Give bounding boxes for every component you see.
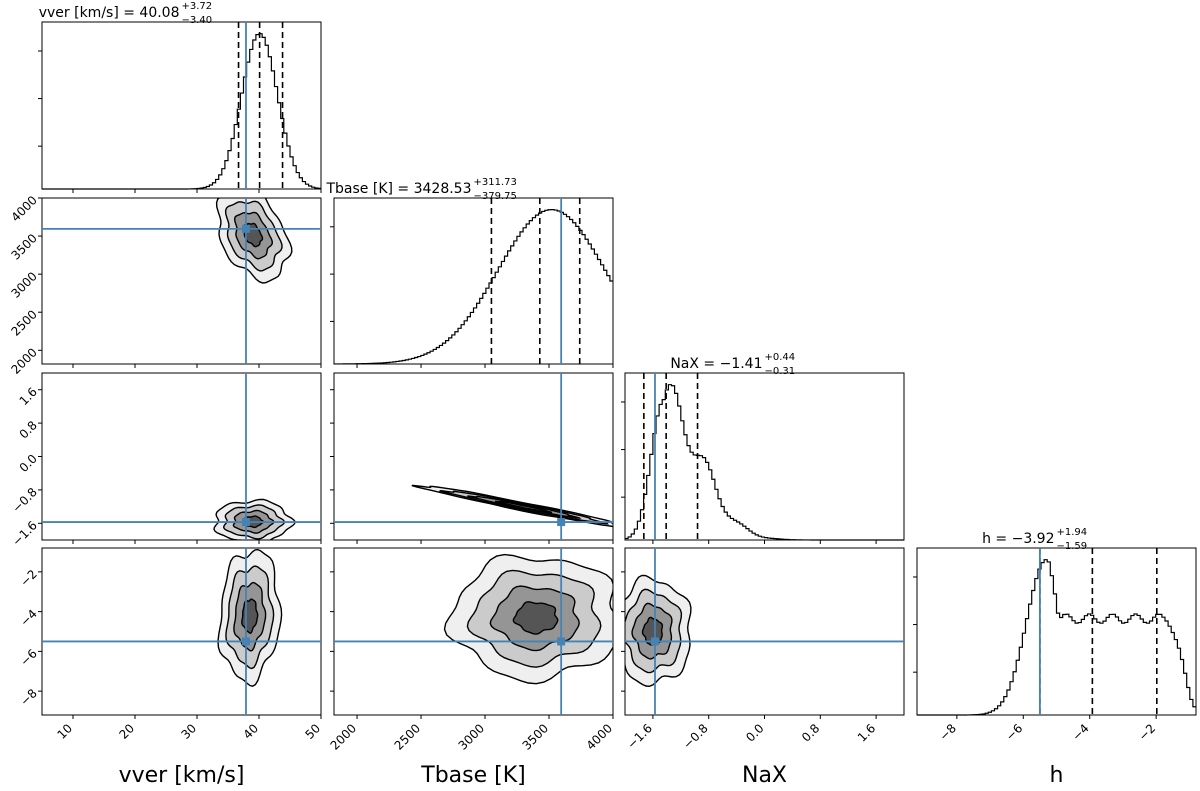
truth-marker xyxy=(241,637,250,646)
panel-frame xyxy=(41,197,322,365)
x-tick-label-h: −6 xyxy=(1003,721,1025,743)
x-tick-label-nax: −0.8 xyxy=(680,721,711,752)
histogram-tbase xyxy=(334,209,613,365)
x-tick-label-vver: 10 xyxy=(54,721,75,742)
diag-panel-vver: vver [km/s] = 40.08 +3.72 −3.40 xyxy=(39,1,322,190)
x-tick-label-h: −8 xyxy=(937,721,959,743)
y-tick-label-nax: −1.6 xyxy=(9,518,40,549)
y-tick-label-tbase: 3000 xyxy=(8,269,39,300)
panel-title-nax: NaX = −1.41 xyxy=(670,356,762,372)
x-tick-label-tbase: 2000 xyxy=(328,721,359,752)
panel-frame xyxy=(333,197,614,365)
diag-panel-tbase: Tbase [K] = 3428.53 +311.73 −379.75 xyxy=(325,177,614,365)
y-tick-label-nax: −0.8 xyxy=(9,485,40,516)
x-tick-label-nax: 1.6 xyxy=(855,721,878,744)
x-tick-label-tbase: 4000 xyxy=(584,721,615,752)
panel-frame xyxy=(41,21,322,190)
truth-marker xyxy=(241,224,250,233)
x-tick-label-tbase: 3500 xyxy=(520,721,551,752)
y-tick-label-h: −6 xyxy=(18,646,40,668)
panel-title-tbase: Tbase [K] = 3428.53 xyxy=(325,181,471,197)
pair-panel-nax-vs-vver xyxy=(41,372,322,541)
panel-frame xyxy=(333,547,614,716)
contour-level-3 xyxy=(495,500,553,514)
histogram-h xyxy=(917,559,1196,716)
contour-level-3 xyxy=(512,601,559,635)
pair-panel-h-vs-vver xyxy=(41,547,322,716)
title-plus-error: +311.73 xyxy=(474,177,517,188)
y-tick-label-nax: 0.8 xyxy=(17,418,40,441)
title-minus-error: −0.31 xyxy=(765,366,796,377)
pair-panel-h-vs-nax xyxy=(624,547,905,716)
diag-panel-nax: NaX = −1.41 +0.44 −0.31 xyxy=(624,352,905,541)
x-tick-label-nax: 0.8 xyxy=(799,721,822,744)
y-tick-label-tbase: 3500 xyxy=(8,231,39,262)
y-tick-label-tbase: 2500 xyxy=(8,307,39,338)
truth-marker xyxy=(557,637,566,646)
truth-marker xyxy=(650,637,659,646)
x-tick-label-nax: −1.6 xyxy=(625,721,656,752)
title-plus-error: +1.94 xyxy=(1057,527,1088,538)
axis-label-vver: vver [km/s] xyxy=(119,763,245,788)
x-tick-label-nax: 0.0 xyxy=(743,721,766,744)
title-plus-error: +0.44 xyxy=(765,352,796,363)
diag-panel-h: h = −3.92 +1.94 −1.59 xyxy=(916,527,1197,716)
x-tick-label-vver: 30 xyxy=(178,721,199,742)
x-tick-label-h: −4 xyxy=(1069,721,1091,743)
x-tick-label-h: −2 xyxy=(1136,721,1158,743)
y-tick-label-h: −2 xyxy=(18,567,40,589)
truth-marker xyxy=(557,518,566,527)
axis-label-nax: NaX xyxy=(742,763,787,788)
pair-panel-h-vs-tbase xyxy=(333,547,614,716)
title-minus-error: −1.59 xyxy=(1057,541,1088,552)
truth-marker xyxy=(241,518,250,527)
y-tick-label-tbase: 4000 xyxy=(8,193,39,224)
panel-title-vver: vver [km/s] = 40.08 xyxy=(39,5,180,21)
title-plus-error: +3.72 xyxy=(182,1,213,12)
x-tick-label-vver: 20 xyxy=(116,721,137,742)
pair-panel-nax-vs-tbase xyxy=(333,372,614,541)
title-minus-error: −379.75 xyxy=(474,191,517,202)
panel-frame xyxy=(916,547,1197,716)
x-tick-label-tbase: 2500 xyxy=(392,721,423,752)
histogram-nax xyxy=(625,384,904,541)
x-tick-label-vver: 50 xyxy=(302,721,323,742)
pair-panel-tbase-vs-vver xyxy=(41,197,322,365)
y-tick-label-nax: 1.6 xyxy=(17,385,40,408)
axis-label-tbase: Tbase [K] xyxy=(420,763,525,788)
y-tick-label-h: −8 xyxy=(18,686,40,708)
y-tick-label-nax: 0.0 xyxy=(17,452,40,475)
y-tick-label-h: −4 xyxy=(18,607,40,629)
histogram-vver xyxy=(42,33,321,190)
panel-frame xyxy=(41,547,322,716)
x-tick-label-vver: 40 xyxy=(240,721,261,742)
title-minus-error: −3.40 xyxy=(182,15,213,26)
x-tick-label-tbase: 3000 xyxy=(456,721,487,752)
axis-label-h: h xyxy=(1050,763,1064,788)
panel-title-h: h = −3.92 xyxy=(982,531,1054,547)
y-tick-label-tbase: 2000 xyxy=(8,345,39,376)
